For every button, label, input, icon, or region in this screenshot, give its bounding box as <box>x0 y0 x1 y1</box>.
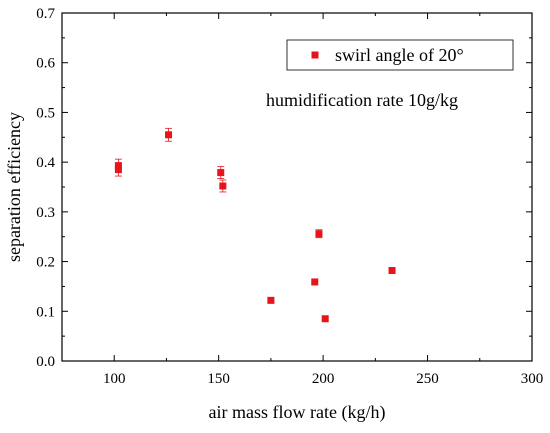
data-point <box>165 131 173 139</box>
y-tick-label: 0.1 <box>36 304 55 320</box>
y-tick-label: 0.5 <box>36 105 55 121</box>
data-point <box>321 315 329 323</box>
data-point <box>311 278 319 286</box>
legend-marker-square <box>311 51 319 59</box>
y-tick-label: 0.4 <box>36 155 55 171</box>
x-tick-label: 250 <box>416 371 439 387</box>
data-point <box>114 166 122 174</box>
data-points <box>114 127 396 323</box>
tick-labels: 100 150 200 250 300 0.0 0.1 0.2 0.3 0.4 0.5 0.6 0.7 <box>36 6 543 387</box>
data-point <box>267 296 275 304</box>
x-tick-label: 150 <box>207 371 230 387</box>
legend-label: swirl angle of 20° <box>335 45 464 65</box>
x-tick-label: 100 <box>103 371 126 387</box>
y-axis-title: separation efficiency <box>4 112 24 262</box>
y-tick-label: 0.6 <box>36 56 55 72</box>
y-tick-label: 0.7 <box>36 6 55 22</box>
y-tick-label: 0.3 <box>36 205 55 221</box>
y-tick-label: 0.2 <box>36 255 55 271</box>
x-axis-title: air mass flow rate (kg/h) <box>209 402 386 423</box>
data-point <box>217 169 225 177</box>
data-point <box>388 267 396 275</box>
annotation-humidification-rate: humidification rate 10g/kg <box>266 90 458 110</box>
legend: swirl angle of 20° <box>286 39 514 71</box>
data-point <box>315 230 323 238</box>
axis-ticks <box>61 12 533 362</box>
data-point <box>219 182 227 190</box>
legend-box <box>286 39 514 71</box>
y-tick-label: 0.0 <box>36 354 55 370</box>
x-tick-label: 300 <box>521 371 544 387</box>
x-tick-label: 200 <box>312 371 335 387</box>
